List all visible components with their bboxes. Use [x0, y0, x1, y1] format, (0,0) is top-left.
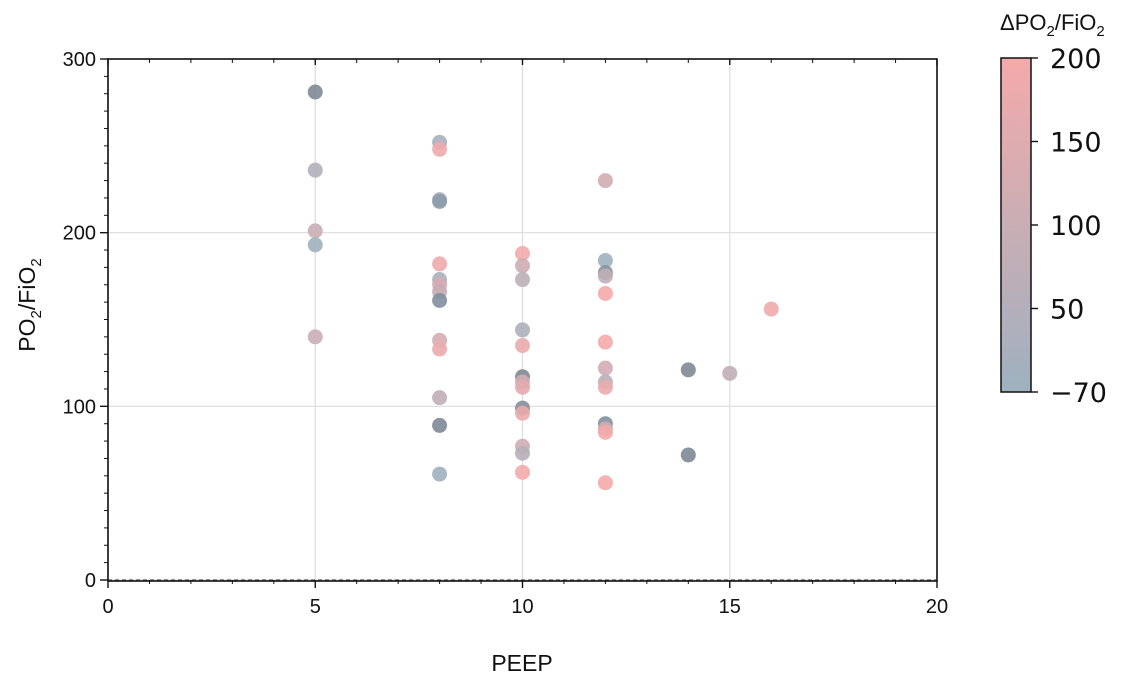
data-point: [432, 417, 448, 433]
colorbar-tick-label: 200: [1050, 44, 1102, 75]
y-tick-label: 300: [63, 49, 96, 71]
y-tick-label: 0: [85, 570, 96, 592]
data-point: [680, 447, 696, 463]
colorbar-title: ΔPO2/FiO2: [1000, 10, 1105, 40]
data-point: [597, 334, 613, 350]
data-point: [597, 379, 613, 395]
data-point: [307, 223, 323, 239]
colorbar-tick-label: −70: [1050, 378, 1107, 409]
x-tick-label: 20: [926, 596, 948, 618]
data-point: [597, 360, 613, 376]
data-point: [515, 445, 530, 461]
y-axis-label: PO2/FiO2: [14, 258, 45, 351]
data-point: [307, 329, 323, 345]
data-point: [597, 173, 613, 189]
data-points: [307, 84, 779, 491]
data-point: [597, 252, 613, 268]
colorbar-gradient: [1000, 57, 1032, 393]
data-point: [515, 322, 530, 338]
grid-lines: [107, 58, 938, 581]
colorbar-ticks: 200 150 100 50 −70: [1031, 44, 1107, 409]
y-tick-labels: 0 100 200 300: [63, 49, 96, 592]
data-point: [432, 193, 448, 209]
data-point: [515, 272, 530, 288]
data-point: [515, 246, 530, 262]
colorbar-tick-label: 50: [1050, 295, 1084, 326]
data-point: [432, 256, 448, 272]
x-axis-label: PEEP: [491, 650, 552, 675]
data-point: [432, 292, 448, 308]
data-point: [680, 362, 696, 378]
data-point: [597, 268, 613, 284]
data-point: [432, 390, 448, 406]
data-point: [432, 341, 448, 357]
data-point: [307, 162, 323, 178]
data-point: [307, 84, 323, 100]
data-point: [515, 379, 530, 395]
colorbar: 200 150 100 50 −70 ΔPO2/FiO2: [1000, 10, 1107, 409]
data-point: [597, 475, 613, 491]
y-tick-label: 200: [63, 223, 96, 245]
x-tick-label: 15: [719, 596, 741, 618]
data-point: [597, 424, 613, 440]
data-point: [307, 237, 323, 253]
data-point: [432, 466, 448, 482]
y-tick-label: 100: [63, 396, 96, 418]
data-point: [515, 405, 530, 421]
data-point: [597, 285, 613, 301]
x-tick-label: 5: [310, 596, 321, 618]
x-tick-label: 10: [511, 596, 533, 618]
x-tick-labels: 0 5 10 15 20: [102, 596, 948, 618]
data-point: [515, 258, 530, 274]
data-point: [722, 365, 738, 381]
colorbar-tick-label: 100: [1050, 211, 1102, 242]
x-tick-label: 0: [102, 596, 113, 618]
axis-ticks: [100, 58, 938, 588]
data-point: [763, 301, 779, 317]
data-point: [515, 338, 530, 354]
data-point: [515, 464, 530, 480]
colorbar-tick-label: 150: [1050, 128, 1102, 159]
data-point: [432, 141, 448, 157]
